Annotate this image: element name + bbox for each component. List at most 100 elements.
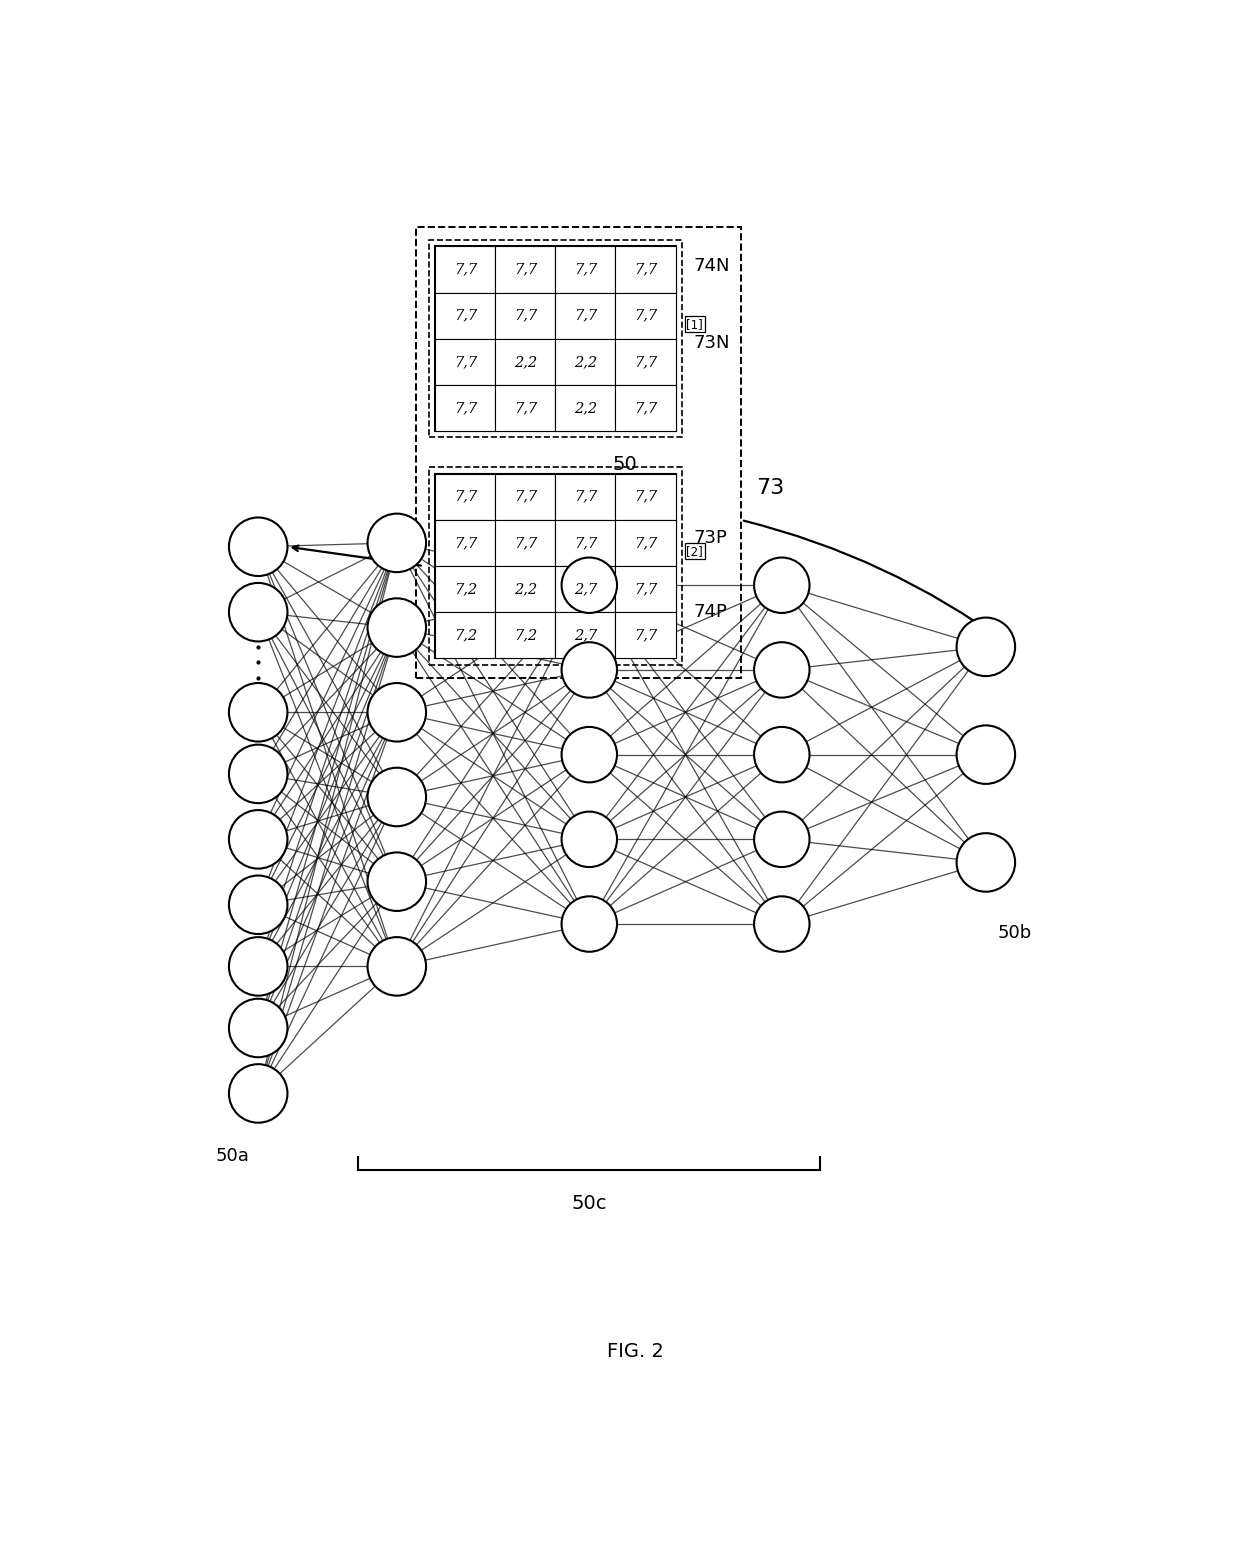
Text: 7,7: 7,7 bbox=[634, 583, 657, 597]
Bar bbox=[435, 612, 495, 658]
Bar bbox=[615, 338, 676, 385]
Bar bbox=[435, 293, 495, 338]
Circle shape bbox=[562, 896, 618, 952]
Text: 7,7: 7,7 bbox=[574, 536, 596, 550]
Circle shape bbox=[229, 875, 288, 933]
Bar bbox=[615, 612, 676, 658]
Text: 73N: 73N bbox=[693, 334, 730, 351]
Circle shape bbox=[367, 683, 427, 742]
Bar bbox=[615, 473, 676, 520]
Bar bbox=[495, 565, 556, 612]
Text: 7,7: 7,7 bbox=[454, 355, 477, 370]
Text: 7,7: 7,7 bbox=[513, 490, 537, 504]
Bar bbox=[429, 240, 682, 437]
Text: 7,7: 7,7 bbox=[634, 263, 657, 277]
Text: 7,2: 7,2 bbox=[513, 628, 537, 642]
Circle shape bbox=[562, 557, 618, 612]
Bar bbox=[435, 473, 495, 520]
Text: 7,7: 7,7 bbox=[454, 309, 477, 323]
Text: 7,7: 7,7 bbox=[454, 263, 477, 277]
Text: 2,2: 2,2 bbox=[574, 355, 596, 370]
Text: 7,7: 7,7 bbox=[454, 490, 477, 504]
Bar bbox=[495, 520, 556, 565]
Text: 7,2: 7,2 bbox=[454, 628, 477, 642]
Circle shape bbox=[367, 514, 427, 572]
Text: [2]: [2] bbox=[686, 545, 703, 557]
Bar bbox=[556, 246, 615, 293]
Text: 2,7: 2,7 bbox=[574, 628, 596, 642]
Text: 2,2: 2,2 bbox=[574, 401, 596, 415]
Bar bbox=[556, 385, 615, 431]
Circle shape bbox=[229, 999, 288, 1057]
Circle shape bbox=[754, 811, 810, 868]
Circle shape bbox=[956, 617, 1016, 677]
Circle shape bbox=[754, 727, 810, 783]
Circle shape bbox=[754, 896, 810, 952]
Bar bbox=[615, 385, 676, 431]
Circle shape bbox=[367, 852, 427, 911]
Bar bbox=[435, 473, 676, 658]
Bar bbox=[556, 520, 615, 565]
Text: 7,7: 7,7 bbox=[634, 355, 657, 370]
Circle shape bbox=[229, 810, 288, 869]
Bar bbox=[615, 565, 676, 612]
Circle shape bbox=[229, 583, 288, 642]
Bar bbox=[495, 338, 556, 385]
Circle shape bbox=[754, 642, 810, 698]
Text: 7,7: 7,7 bbox=[574, 263, 596, 277]
Bar bbox=[435, 246, 495, 293]
Bar bbox=[429, 467, 682, 664]
Circle shape bbox=[229, 683, 288, 742]
Bar bbox=[556, 293, 615, 338]
Circle shape bbox=[229, 517, 288, 576]
Bar bbox=[435, 565, 495, 612]
Text: 7,7: 7,7 bbox=[513, 536, 537, 550]
Circle shape bbox=[956, 725, 1016, 785]
Text: 7,7: 7,7 bbox=[634, 628, 657, 642]
Text: 7,7: 7,7 bbox=[634, 490, 657, 504]
Text: 7,7: 7,7 bbox=[513, 263, 537, 277]
Bar bbox=[417, 227, 742, 678]
Bar bbox=[495, 293, 556, 338]
Bar bbox=[556, 338, 615, 385]
Text: FIG. 2: FIG. 2 bbox=[608, 1342, 663, 1361]
Circle shape bbox=[562, 727, 618, 783]
Text: 7,7: 7,7 bbox=[574, 309, 596, 323]
Bar bbox=[556, 565, 615, 612]
Bar bbox=[435, 520, 495, 565]
Bar bbox=[435, 385, 495, 431]
Bar bbox=[556, 612, 615, 658]
Text: 50c: 50c bbox=[572, 1193, 608, 1212]
Text: [1]: [1] bbox=[686, 318, 703, 330]
Text: 2,2: 2,2 bbox=[513, 355, 537, 370]
Text: 7,7: 7,7 bbox=[574, 490, 596, 504]
Circle shape bbox=[229, 744, 288, 803]
Bar bbox=[495, 612, 556, 658]
Text: 7,7: 7,7 bbox=[454, 401, 477, 415]
Text: 7,7: 7,7 bbox=[513, 309, 537, 323]
Circle shape bbox=[367, 598, 427, 656]
Circle shape bbox=[229, 936, 288, 996]
Text: 73P: 73P bbox=[693, 529, 727, 547]
Bar bbox=[495, 385, 556, 431]
Text: 2,7: 2,7 bbox=[574, 583, 596, 597]
Bar bbox=[435, 246, 676, 431]
Circle shape bbox=[367, 767, 427, 827]
Text: 50a: 50a bbox=[216, 1148, 249, 1165]
Bar bbox=[615, 520, 676, 565]
Circle shape bbox=[562, 811, 618, 868]
Text: 7,7: 7,7 bbox=[634, 536, 657, 550]
Text: 50: 50 bbox=[568, 454, 637, 597]
Circle shape bbox=[754, 557, 810, 612]
Text: 7,7: 7,7 bbox=[454, 536, 477, 550]
Text: 7,7: 7,7 bbox=[634, 309, 657, 323]
Text: 2,2: 2,2 bbox=[513, 583, 537, 597]
Text: 74P: 74P bbox=[693, 603, 727, 622]
Bar bbox=[615, 293, 676, 338]
Circle shape bbox=[229, 1065, 288, 1123]
Bar bbox=[435, 338, 495, 385]
Circle shape bbox=[562, 642, 618, 698]
Circle shape bbox=[367, 936, 427, 996]
Text: 74N: 74N bbox=[693, 257, 730, 274]
Text: 73: 73 bbox=[756, 479, 785, 498]
